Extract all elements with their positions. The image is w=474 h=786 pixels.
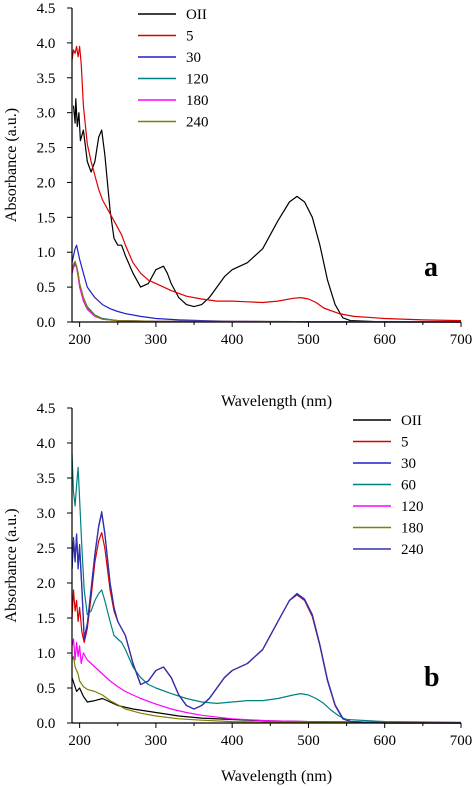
legend-label-5: 5 bbox=[186, 29, 194, 45]
x-tick-label: 500 bbox=[297, 733, 320, 749]
legend: OII 5 30 120 180 240 bbox=[138, 7, 209, 131]
y-tick-label: 3.5 bbox=[37, 471, 56, 487]
x-tick-label: 400 bbox=[221, 733, 244, 749]
series-line-120 bbox=[71, 262, 462, 323]
legend-label-5: 5 bbox=[401, 435, 409, 451]
x-tick-label: 200 bbox=[68, 332, 91, 348]
y-tick-label: 2.5 bbox=[37, 141, 56, 157]
y-tick-label: 1.0 bbox=[37, 245, 56, 261]
series-line-240 bbox=[71, 511, 461, 724]
x-tick-label: 600 bbox=[373, 332, 396, 348]
y-tick-label: 4.5 bbox=[37, 401, 56, 417]
y-tick-label: 1.5 bbox=[37, 210, 56, 226]
y-tick-label: 0.5 bbox=[37, 681, 56, 697]
x-tick-label: 500 bbox=[297, 332, 320, 348]
y-tick-label: 1.5 bbox=[37, 611, 56, 627]
x-tick-label: 200 bbox=[68, 733, 91, 749]
legend-label-OII: OII bbox=[186, 7, 207, 23]
legend-label-120: 120 bbox=[186, 72, 209, 88]
x-tick-label: 400 bbox=[221, 332, 244, 348]
y-tick-label: 3.0 bbox=[37, 506, 56, 522]
series-line-30 bbox=[71, 244, 461, 323]
legend-label-OII: OII bbox=[401, 413, 422, 429]
y-tick-label: 4.0 bbox=[37, 36, 56, 52]
y-tick-label: 3.0 bbox=[37, 106, 56, 122]
series-line-OII bbox=[72, 98, 461, 323]
y-tick-label: 0.0 bbox=[37, 716, 56, 732]
y-tick-label: 2.0 bbox=[37, 175, 56, 191]
x-axis-title: Wavelength (nm) bbox=[221, 393, 332, 410]
x-tick-label: 700 bbox=[450, 332, 473, 348]
x-axis-title: Wavelength (nm) bbox=[221, 768, 332, 785]
series-line-5 bbox=[71, 45, 462, 322]
series-line-60 bbox=[71, 453, 462, 723]
panel-label: a bbox=[424, 252, 438, 283]
legend-label-60: 60 bbox=[401, 478, 416, 494]
y-axis-title: Absorbance (a.u.) bbox=[3, 108, 20, 222]
legend-label-240: 240 bbox=[186, 115, 209, 131]
series-line-180 bbox=[71, 264, 462, 323]
chart-panel-a: 200 300 400 500 600 700 0.0 0.5 1.0 1.5 2.0 2.5 3.0 3… bbox=[3, 1, 472, 410]
series-line-180 bbox=[71, 655, 462, 724]
panel-label: b bbox=[424, 662, 440, 693]
series-line-120 bbox=[71, 638, 462, 724]
x-tick-label: 700 bbox=[450, 733, 473, 749]
legend-label-120: 120 bbox=[401, 499, 424, 515]
legend: OII 5 30 60 120 180 240 bbox=[353, 413, 424, 558]
x-tick-label: 600 bbox=[373, 733, 396, 749]
y-tick-label: 0.5 bbox=[37, 280, 56, 296]
chart-panel-b: 200 300 400 500 600 700 0.0 0.5 1.0 1.5 2.0 2.5 3.0 3… bbox=[3, 401, 472, 785]
legend-label-30: 30 bbox=[186, 50, 201, 66]
y-tick-label: 0.0 bbox=[37, 315, 56, 331]
y-axis-title: Absorbance (a.u.) bbox=[3, 508, 20, 622]
y-tick-label: 4.0 bbox=[37, 436, 56, 452]
y-tick-label: 2.5 bbox=[37, 541, 56, 557]
series-line-240 bbox=[71, 260, 462, 323]
legend-label-30: 30 bbox=[401, 456, 416, 472]
y-tick-label: 4.5 bbox=[37, 1, 56, 17]
y-tick-label: 2.0 bbox=[37, 576, 56, 592]
y-tick-label: 3.5 bbox=[37, 71, 56, 87]
y-tick-label: 1.0 bbox=[37, 646, 56, 662]
x-tick-label: 300 bbox=[145, 332, 168, 348]
legend-label-240: 240 bbox=[401, 542, 424, 558]
legend-label-180: 180 bbox=[401, 521, 424, 537]
x-tick-label: 300 bbox=[145, 733, 168, 749]
legend-label-180: 180 bbox=[186, 93, 209, 109]
